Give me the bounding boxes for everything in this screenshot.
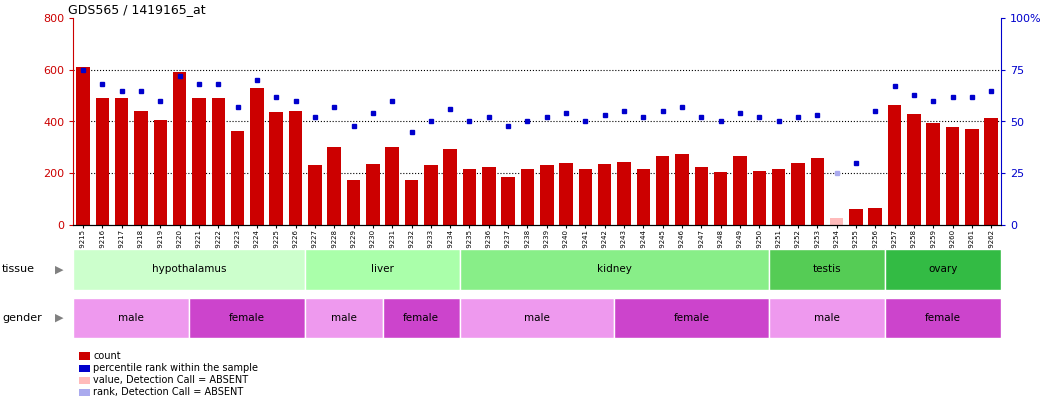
Bar — [347, 179, 361, 225]
Bar — [869, 208, 882, 225]
Bar — [424, 165, 438, 225]
Bar — [231, 130, 244, 225]
Text: testis: testis — [812, 264, 842, 274]
Bar — [695, 167, 708, 225]
Bar — [250, 88, 264, 225]
Bar — [134, 111, 148, 225]
Bar — [656, 156, 670, 225]
Bar — [540, 165, 553, 225]
Bar — [95, 98, 109, 225]
Bar — [443, 149, 457, 225]
Text: GDS565 / 1419165_at: GDS565 / 1419165_at — [68, 3, 205, 16]
Bar — [386, 147, 399, 225]
Bar — [289, 111, 302, 225]
Bar — [791, 163, 805, 225]
Text: hypothalamus: hypothalamus — [152, 264, 226, 274]
Text: ovary: ovary — [929, 264, 958, 274]
Bar — [945, 127, 959, 225]
Text: male: male — [331, 313, 356, 323]
Bar — [460, 298, 614, 338]
Bar — [521, 169, 534, 225]
Text: tissue: tissue — [2, 264, 35, 274]
Text: ▶: ▶ — [54, 313, 63, 323]
Bar — [308, 165, 322, 225]
Text: female: female — [925, 313, 961, 323]
Text: rank, Detection Call = ABSENT: rank, Detection Call = ABSENT — [93, 388, 243, 397]
Bar — [305, 298, 383, 338]
Bar — [115, 98, 129, 225]
Bar — [578, 169, 592, 225]
Text: kidney: kidney — [597, 264, 632, 274]
Bar — [714, 172, 727, 225]
Bar — [212, 98, 225, 225]
Bar — [908, 114, 920, 225]
Bar — [849, 209, 863, 225]
Bar — [482, 167, 496, 225]
Text: ▶: ▶ — [54, 264, 63, 274]
Bar — [675, 154, 689, 225]
Bar — [926, 123, 940, 225]
Bar — [192, 98, 205, 225]
Text: male: male — [118, 313, 145, 323]
Text: female: female — [403, 313, 439, 323]
Text: male: male — [814, 313, 839, 323]
Bar — [77, 67, 90, 225]
Bar — [888, 105, 901, 225]
Bar — [734, 156, 747, 225]
Text: count: count — [93, 351, 121, 361]
Bar — [769, 298, 885, 338]
Bar — [636, 169, 650, 225]
Bar — [617, 162, 631, 225]
Bar — [560, 163, 573, 225]
Bar — [830, 218, 844, 225]
Bar — [190, 298, 305, 338]
Bar — [383, 298, 460, 338]
Bar — [885, 298, 1001, 338]
Bar — [885, 249, 1001, 290]
Text: gender: gender — [2, 313, 42, 323]
Bar — [405, 179, 418, 225]
Bar — [598, 164, 611, 225]
Bar — [327, 147, 341, 225]
Bar — [73, 298, 190, 338]
Bar — [366, 164, 379, 225]
Bar — [173, 72, 187, 225]
Text: liver: liver — [371, 264, 394, 274]
Text: female: female — [230, 313, 265, 323]
Bar — [460, 249, 769, 290]
Bar — [984, 117, 998, 225]
Bar — [269, 113, 283, 225]
Text: male: male — [524, 313, 550, 323]
Text: percentile rank within the sample: percentile rank within the sample — [93, 363, 258, 373]
Bar — [305, 249, 460, 290]
Bar — [501, 177, 515, 225]
Bar — [769, 249, 885, 290]
Bar — [614, 298, 769, 338]
Bar — [965, 129, 979, 225]
Bar — [772, 169, 785, 225]
Bar — [73, 249, 305, 290]
Text: value, Detection Call = ABSENT: value, Detection Call = ABSENT — [93, 375, 248, 385]
Text: female: female — [674, 313, 709, 323]
Bar — [810, 158, 824, 225]
Bar — [752, 171, 766, 225]
Bar — [154, 120, 167, 225]
Bar — [463, 169, 476, 225]
